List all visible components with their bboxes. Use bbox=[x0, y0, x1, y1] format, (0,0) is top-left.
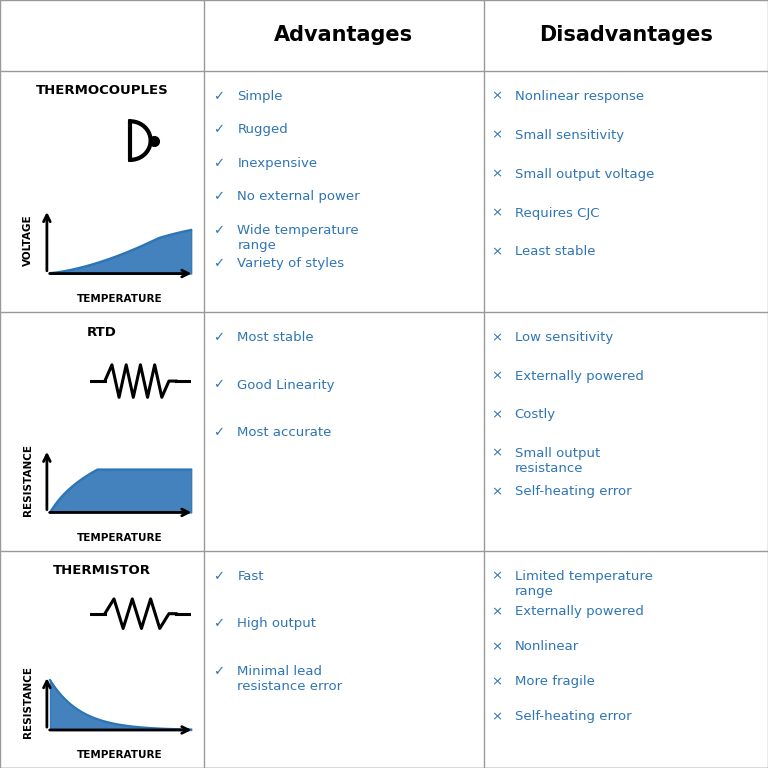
Text: ×: × bbox=[492, 605, 502, 618]
Text: Minimal lead
resistance error: Minimal lead resistance error bbox=[237, 665, 343, 693]
Text: ✓: ✓ bbox=[213, 331, 223, 344]
Text: No external power: No external power bbox=[237, 190, 360, 204]
Text: ✓: ✓ bbox=[213, 570, 223, 583]
Text: Small output voltage: Small output voltage bbox=[515, 167, 654, 180]
Text: High output: High output bbox=[237, 617, 316, 631]
Text: Externally powered: Externally powered bbox=[515, 605, 644, 618]
Text: ×: × bbox=[492, 570, 502, 583]
Text: Costly: Costly bbox=[515, 408, 556, 421]
Text: Most accurate: Most accurate bbox=[237, 426, 332, 439]
Text: ×: × bbox=[492, 640, 502, 653]
Text: RESISTANCE: RESISTANCE bbox=[23, 666, 34, 738]
Text: Externally powered: Externally powered bbox=[515, 369, 644, 382]
Text: ×: × bbox=[492, 331, 502, 344]
Text: Advantages: Advantages bbox=[274, 25, 413, 45]
Text: Limited temperature
range: Limited temperature range bbox=[515, 570, 653, 598]
Text: Small sensitivity: Small sensitivity bbox=[515, 129, 624, 142]
Text: Self-heating error: Self-heating error bbox=[515, 485, 631, 498]
Text: ✓: ✓ bbox=[213, 90, 223, 103]
Text: ×: × bbox=[492, 710, 502, 723]
Text: Disadvantages: Disadvantages bbox=[539, 25, 713, 45]
Text: ✓: ✓ bbox=[213, 190, 223, 204]
Text: ✓: ✓ bbox=[213, 257, 223, 270]
Text: RTD: RTD bbox=[87, 326, 117, 339]
Text: THERMOCOUPLES: THERMOCOUPLES bbox=[35, 84, 168, 98]
Text: TEMPERATURE: TEMPERATURE bbox=[77, 533, 163, 543]
Text: ✓: ✓ bbox=[213, 665, 223, 678]
Text: Simple: Simple bbox=[237, 90, 283, 103]
Text: THERMISTOR: THERMISTOR bbox=[53, 564, 151, 578]
Text: ×: × bbox=[492, 167, 502, 180]
Text: ×: × bbox=[492, 485, 502, 498]
Text: Nonlinear: Nonlinear bbox=[515, 640, 579, 653]
Text: VOLTAGE: VOLTAGE bbox=[23, 214, 34, 266]
Text: ✓: ✓ bbox=[213, 426, 223, 439]
Text: ×: × bbox=[492, 675, 502, 688]
Text: Most stable: Most stable bbox=[237, 331, 314, 344]
Text: Good Linearity: Good Linearity bbox=[237, 379, 335, 392]
Text: ×: × bbox=[492, 408, 502, 421]
Text: ✓: ✓ bbox=[213, 379, 223, 392]
Text: ×: × bbox=[492, 446, 502, 459]
Text: ×: × bbox=[492, 90, 502, 103]
Text: ✓: ✓ bbox=[213, 124, 223, 137]
Text: Rugged: Rugged bbox=[237, 124, 288, 137]
Text: Small output
resistance: Small output resistance bbox=[515, 446, 600, 475]
Text: More fragile: More fragile bbox=[515, 675, 594, 688]
Text: Least stable: Least stable bbox=[515, 246, 595, 259]
Text: Variety of styles: Variety of styles bbox=[237, 257, 344, 270]
Text: TEMPERATURE: TEMPERATURE bbox=[77, 294, 163, 304]
Text: ×: × bbox=[492, 369, 502, 382]
Text: ×: × bbox=[492, 129, 502, 142]
Text: ×: × bbox=[492, 207, 502, 220]
Text: Inexpensive: Inexpensive bbox=[237, 157, 317, 170]
Text: TEMPERATURE: TEMPERATURE bbox=[77, 750, 163, 760]
Text: Wide temperature
range: Wide temperature range bbox=[237, 223, 359, 252]
Text: Fast: Fast bbox=[237, 570, 264, 583]
Text: ×: × bbox=[492, 246, 502, 259]
Text: RESISTANCE: RESISTANCE bbox=[23, 444, 34, 515]
Text: ✓: ✓ bbox=[213, 223, 223, 237]
Text: Requires CJC: Requires CJC bbox=[515, 207, 599, 220]
Text: Low sensitivity: Low sensitivity bbox=[515, 331, 613, 344]
Text: Self-heating error: Self-heating error bbox=[515, 710, 631, 723]
Text: ✓: ✓ bbox=[213, 157, 223, 170]
Text: ✓: ✓ bbox=[213, 617, 223, 631]
Text: Nonlinear response: Nonlinear response bbox=[515, 90, 644, 103]
